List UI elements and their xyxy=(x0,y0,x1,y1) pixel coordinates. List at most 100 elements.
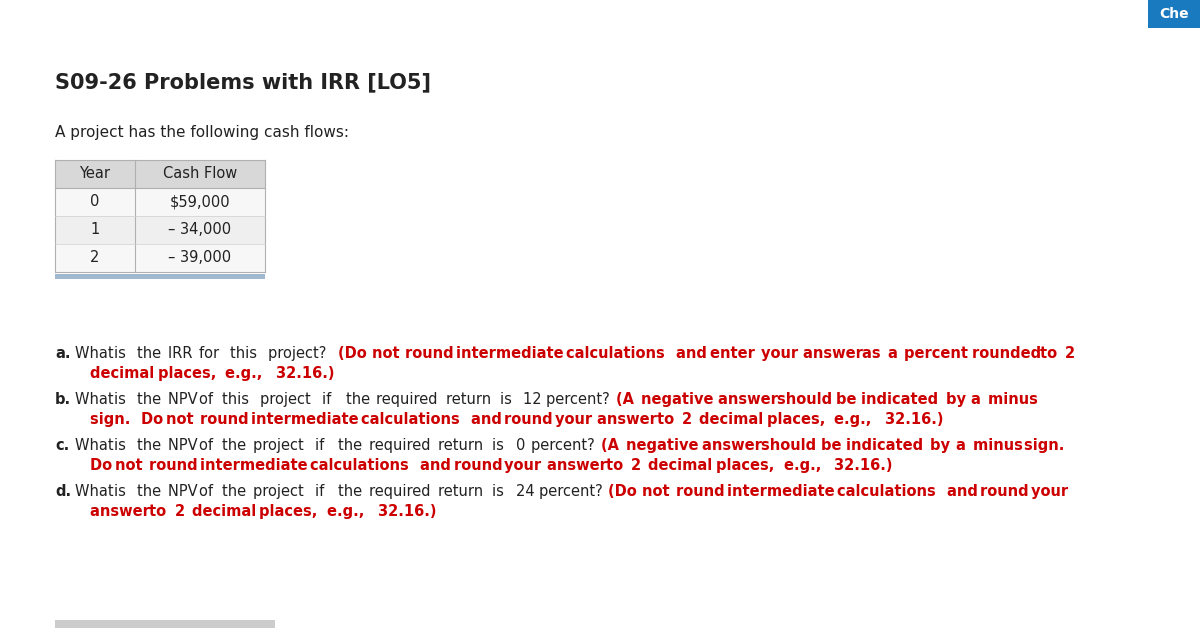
Text: is: is xyxy=(500,392,517,407)
Text: this: this xyxy=(229,346,262,361)
Text: 12: 12 xyxy=(523,392,546,407)
Text: of: of xyxy=(199,438,217,453)
Text: c.: c. xyxy=(55,438,70,453)
Text: the: the xyxy=(222,484,251,499)
Text: the: the xyxy=(222,438,251,453)
Text: calculations: calculations xyxy=(836,484,941,499)
Bar xyxy=(55,160,265,188)
Text: be: be xyxy=(836,392,862,407)
Bar xyxy=(55,188,265,216)
Text: What: What xyxy=(74,346,119,361)
Text: round: round xyxy=(676,484,730,499)
Text: Year: Year xyxy=(79,166,110,182)
Text: – 34,000: – 34,000 xyxy=(168,222,232,238)
Text: decimal: decimal xyxy=(648,458,718,473)
Text: should: should xyxy=(761,438,822,453)
Text: a: a xyxy=(971,392,986,407)
Text: What: What xyxy=(74,438,119,453)
Text: intermediate: intermediate xyxy=(727,484,840,499)
Text: Che: Che xyxy=(1159,7,1189,21)
Text: intermediate: intermediate xyxy=(251,412,364,427)
Text: round: round xyxy=(454,458,508,473)
Text: places,: places, xyxy=(767,412,830,427)
Text: the: the xyxy=(137,346,166,361)
Text: answer: answer xyxy=(718,392,782,407)
Text: is: is xyxy=(492,484,509,499)
Text: $59,000: $59,000 xyxy=(169,194,230,210)
Text: 32.16.): 32.16.) xyxy=(886,412,949,427)
Text: percent?: percent? xyxy=(532,438,599,453)
Text: intermediate: intermediate xyxy=(456,346,569,361)
Text: calculations: calculations xyxy=(566,346,670,361)
Text: is: is xyxy=(114,484,130,499)
Text: required: required xyxy=(368,438,434,453)
Text: round: round xyxy=(406,346,460,361)
Text: calculations: calculations xyxy=(361,412,464,427)
Text: decimal: decimal xyxy=(90,366,160,381)
Text: 24: 24 xyxy=(516,484,539,499)
Text: b.: b. xyxy=(55,392,71,407)
Text: your: your xyxy=(556,412,598,427)
Text: rounded: rounded xyxy=(972,346,1046,361)
Text: minus: minus xyxy=(989,392,1043,407)
Text: S09-26 Problems with IRR [LO5]: S09-26 Problems with IRR [LO5] xyxy=(55,72,431,92)
Text: 2: 2 xyxy=(631,458,647,473)
Text: (Do: (Do xyxy=(337,346,372,361)
Text: a: a xyxy=(888,346,902,361)
Text: for: for xyxy=(199,346,223,361)
Text: a: a xyxy=(956,438,971,453)
Text: NPV: NPV xyxy=(168,392,202,407)
Text: d.: d. xyxy=(55,484,71,499)
Bar xyxy=(55,620,275,628)
Text: should: should xyxy=(776,392,838,407)
Text: your: your xyxy=(1031,484,1074,499)
Text: not: not xyxy=(166,412,199,427)
Text: required: required xyxy=(377,392,443,407)
Text: Do: Do xyxy=(140,412,168,427)
Bar xyxy=(55,216,265,244)
Text: percent?: percent? xyxy=(546,392,614,407)
Text: 1: 1 xyxy=(90,222,100,238)
Text: answer: answer xyxy=(547,458,612,473)
Text: 2: 2 xyxy=(174,504,190,519)
Text: the: the xyxy=(337,438,366,453)
Text: to: to xyxy=(1040,346,1062,361)
Text: 32.16.): 32.16.) xyxy=(378,504,442,519)
Text: Do: Do xyxy=(90,458,118,473)
Text: the: the xyxy=(137,484,166,499)
Text: (A: (A xyxy=(600,438,624,453)
Text: 2: 2 xyxy=(90,250,100,266)
Text: is: is xyxy=(114,346,130,361)
Text: if: if xyxy=(314,484,329,499)
Text: (Do: (Do xyxy=(608,484,642,499)
Text: – 39,000: – 39,000 xyxy=(168,250,232,266)
Text: of: of xyxy=(199,392,217,407)
Text: IRR: IRR xyxy=(168,346,197,361)
Text: Cash Flow: Cash Flow xyxy=(163,166,238,182)
Text: if: if xyxy=(323,392,336,407)
Text: places,: places, xyxy=(157,366,221,381)
Text: return: return xyxy=(446,392,496,407)
Text: calculations: calculations xyxy=(310,458,414,473)
Text: 2: 2 xyxy=(682,412,697,427)
Text: NPV: NPV xyxy=(168,484,202,499)
Text: project: project xyxy=(253,484,308,499)
Text: round: round xyxy=(980,484,1034,499)
Text: be: be xyxy=(821,438,846,453)
Text: (A: (A xyxy=(616,392,640,407)
Text: round: round xyxy=(149,458,203,473)
Bar xyxy=(1148,0,1200,28)
Text: 32.16.): 32.16.) xyxy=(276,366,340,381)
Text: the: the xyxy=(346,392,374,407)
Text: What: What xyxy=(74,392,119,407)
Bar xyxy=(55,274,265,279)
Text: is: is xyxy=(492,438,509,453)
Text: minus: minus xyxy=(973,438,1027,453)
Text: answer: answer xyxy=(702,438,767,453)
Text: this: this xyxy=(222,392,253,407)
Text: project?: project? xyxy=(269,346,331,361)
Text: not: not xyxy=(115,458,148,473)
Text: your: your xyxy=(504,458,547,473)
Text: is: is xyxy=(114,438,130,453)
Text: and: and xyxy=(947,484,983,499)
